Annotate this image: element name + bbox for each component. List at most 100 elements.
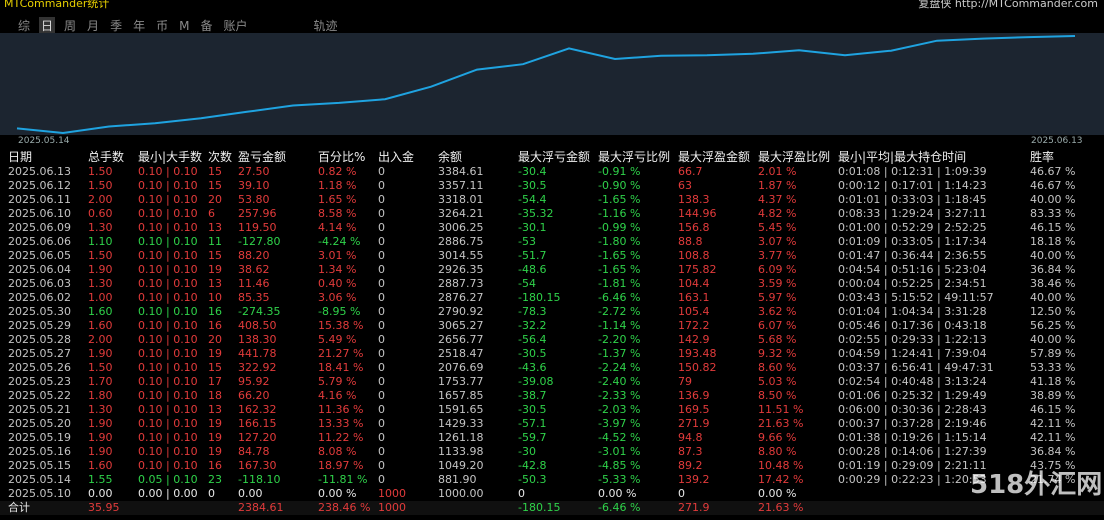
table-cell: 2025.06.09 bbox=[8, 221, 71, 234]
table-cell: 2025.05.16 bbox=[8, 445, 71, 458]
tab[interactable]: 币 bbox=[156, 19, 169, 33]
table-cell: 0.10 | 0.10 bbox=[138, 361, 198, 374]
table-cell: 3006.25 bbox=[438, 221, 484, 234]
total-row-bg bbox=[0, 501, 1104, 515]
table-cell: 0.00 bbox=[88, 487, 113, 500]
table-cell: 10.48 % bbox=[758, 459, 804, 472]
table-cell: 3.06 % bbox=[318, 291, 357, 304]
table-cell: 0.82 % bbox=[318, 165, 357, 178]
table-cell: 1000 bbox=[378, 487, 406, 500]
chart-end-date: 2025.06.13 bbox=[1031, 136, 1083, 146]
table-cell: 0:01:01 | 0:33:03 | 1:18:45 bbox=[838, 193, 987, 206]
table-cell: 142.9 bbox=[678, 333, 710, 346]
tab[interactable]: 月 bbox=[87, 19, 100, 33]
table-cell: 46.15 % bbox=[1030, 403, 1076, 416]
table-cell: 1.90 bbox=[88, 445, 113, 458]
table-cell: 2025.05.15 bbox=[8, 459, 71, 472]
table-cell: 0.00 bbox=[238, 487, 263, 500]
table-cell: 193.48 bbox=[678, 347, 717, 360]
table-cell: 0.10 | 0.10 bbox=[138, 417, 198, 430]
table-cell: 0 bbox=[378, 361, 385, 374]
table-cell: 1.70 bbox=[88, 375, 113, 388]
tab[interactable]: 轨迹 bbox=[313, 19, 338, 33]
table-cell: 95.92 bbox=[238, 375, 270, 388]
table-cell: 18.97 % bbox=[318, 459, 364, 472]
table-cell: -57.1 bbox=[518, 417, 547, 430]
table-cell: 0.00 % bbox=[318, 487, 357, 500]
table-cell: 5.45 % bbox=[758, 221, 797, 234]
table-cell: 0 bbox=[378, 179, 385, 192]
table-cell: 4.37 % bbox=[758, 193, 797, 206]
table-cell: 11.51 % bbox=[758, 403, 804, 416]
table-cell: 0:04:59 | 1:24:41 | 7:39:04 bbox=[838, 347, 987, 360]
tab[interactable]: 年 bbox=[133, 19, 146, 33]
table-cell: 11.36 % bbox=[318, 403, 364, 416]
table-cell: 4.16 % bbox=[318, 389, 357, 402]
tab[interactable]: 备 bbox=[200, 19, 213, 33]
tab[interactable]: M bbox=[179, 19, 190, 33]
app-link[interactable]: 复盘侠 http://MTCommander.com bbox=[918, 0, 1098, 10]
tab[interactable]: 日 bbox=[39, 17, 56, 34]
tab[interactable]: 季 bbox=[110, 19, 123, 33]
tab[interactable]: 账户 bbox=[223, 19, 248, 33]
table-cell: 0.10 | 0.10 bbox=[138, 347, 198, 360]
table-cell: 2025.05.30 bbox=[8, 305, 71, 318]
table-cell: -38.7 bbox=[518, 389, 547, 402]
table-cell: 139.2 bbox=[678, 473, 710, 486]
table-cell: 127.20 bbox=[238, 431, 277, 444]
table-cell: 8.58 % bbox=[318, 207, 357, 220]
table-cell: 0.10 | 0.10 bbox=[138, 333, 198, 346]
table-cell: 136.9 bbox=[678, 389, 710, 402]
table-cell: -3.01 % bbox=[598, 445, 641, 458]
total-cell: 271.9 bbox=[678, 501, 710, 514]
tab[interactable]: 综 bbox=[18, 19, 31, 33]
table-cell: 0.10 | 0.10 bbox=[138, 207, 198, 220]
total-cell: 21.63 % bbox=[758, 501, 804, 514]
table-cell: 108.8 bbox=[678, 249, 710, 262]
table-cell: 2025.05.10 bbox=[8, 487, 71, 500]
table-cell: 40.00 % bbox=[1030, 291, 1076, 304]
table-cell: 166.15 bbox=[238, 417, 277, 430]
table-cell: -48.6 bbox=[518, 263, 547, 276]
table-cell: 9.32 % bbox=[758, 347, 797, 360]
table-cell: 63 bbox=[678, 179, 692, 192]
table-cell: 881.90 bbox=[438, 473, 477, 486]
total-cell: -180.15 bbox=[518, 501, 561, 514]
table-cell: -59.7 bbox=[518, 431, 547, 444]
column-header: 最大浮亏金额 bbox=[518, 150, 591, 164]
table-cell: 5.68 % bbox=[758, 333, 797, 346]
table-cell: 38.62 bbox=[238, 263, 270, 276]
tab[interactable]: 周 bbox=[64, 19, 77, 33]
table-cell: 0.40 % bbox=[318, 277, 357, 290]
table-cell: 0:00:28 | 0:14:06 | 1:27:39 bbox=[838, 445, 987, 458]
table-cell: 2656.77 bbox=[438, 333, 484, 346]
chart-start-date: 2025.05.14 bbox=[18, 136, 70, 146]
table-cell: 0 bbox=[378, 375, 385, 388]
total-cell: -6.46 % bbox=[598, 501, 641, 514]
app-title: MTCommander统计 bbox=[4, 0, 110, 10]
table-cell: 3.62 % bbox=[758, 305, 797, 318]
table-cell: -30.1 bbox=[518, 221, 547, 234]
table-cell: 19 bbox=[208, 417, 222, 430]
table-cell: 408.50 bbox=[238, 319, 277, 332]
table-cell: -30.5 bbox=[518, 179, 547, 192]
table-cell: 53.80 bbox=[238, 193, 270, 206]
table-cell: 0 bbox=[378, 319, 385, 332]
table-cell: -8.95 % bbox=[318, 305, 361, 318]
table-cell: 39.10 bbox=[238, 179, 270, 192]
table-cell: -4.85 % bbox=[598, 459, 641, 472]
table-cell: 3.07 % bbox=[758, 235, 797, 248]
table-cell: 175.82 bbox=[678, 263, 717, 276]
table-cell: 43.75 % bbox=[1030, 459, 1076, 472]
table-cell: 0.10 | 0.10 bbox=[138, 193, 198, 206]
table-cell: 167.30 bbox=[238, 459, 277, 472]
table-cell: -51.7 bbox=[518, 249, 547, 262]
table-cell: 1.60 bbox=[88, 459, 113, 472]
table-cell: -0.90 % bbox=[598, 179, 641, 192]
table-cell: -30 bbox=[518, 445, 536, 458]
table-cell: 13.33 % bbox=[318, 417, 364, 430]
table-cell: 36.84 % bbox=[1030, 263, 1076, 276]
table-cell: 0.10 | 0.10 bbox=[138, 179, 198, 192]
table-cell: 0:01:19 | 0:29:09 | 2:21:11 bbox=[838, 459, 987, 472]
